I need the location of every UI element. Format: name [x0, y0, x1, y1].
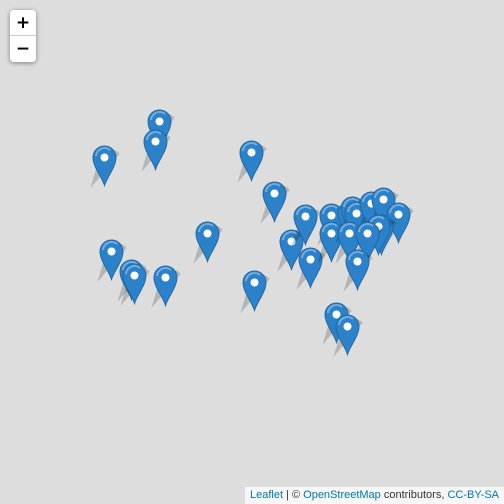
map-pin-icon	[295, 247, 326, 290]
attribution: Leaflet | © OpenStreetMap contributors, …	[244, 487, 504, 504]
attribution-separator: | ©	[283, 489, 304, 501]
leaflet-link[interactable]: Leaflet	[249, 489, 283, 501]
map-pin-icon	[239, 270, 270, 313]
map-marker[interactable]	[342, 249, 373, 292]
map-marker[interactable]	[236, 140, 267, 183]
map-pin-icon	[290, 204, 321, 247]
zoom-in-button[interactable]: +	[10, 10, 36, 36]
map-marker[interactable]	[192, 221, 223, 264]
map-marker[interactable]	[295, 247, 326, 290]
map-marker[interactable]	[96, 239, 127, 282]
license-link[interactable]: CC-BY-SA	[447, 489, 499, 501]
map-pin-icon	[236, 140, 267, 183]
map-pin-icon	[276, 229, 307, 272]
map-marker[interactable]	[140, 129, 171, 172]
zoom-control: + −	[10, 10, 36, 62]
map-pin-icon	[150, 265, 181, 308]
map-pin-icon	[140, 129, 171, 172]
map-marker[interactable]	[89, 145, 120, 188]
map-pin-icon	[192, 221, 223, 264]
map-marker[interactable]	[239, 270, 270, 313]
map-pin-icon	[259, 181, 290, 224]
map-pin-icon	[342, 249, 373, 292]
map-pin-icon	[119, 263, 150, 306]
map-marker[interactable]	[150, 265, 181, 308]
openstreetmap-link[interactable]: OpenStreetMap	[303, 489, 381, 501]
map-pin-icon	[96, 239, 127, 282]
map-marker[interactable]	[276, 229, 307, 272]
map-marker[interactable]	[259, 181, 290, 224]
map-pin-icon	[89, 145, 120, 188]
map-marker[interactable]	[290, 204, 321, 247]
map-marker[interactable]	[119, 263, 150, 306]
attribution-contributors: contributors,	[380, 489, 448, 501]
map-marker[interactable]	[332, 314, 363, 357]
zoom-out-button[interactable]: −	[10, 36, 36, 62]
map-pin-icon	[332, 314, 363, 357]
